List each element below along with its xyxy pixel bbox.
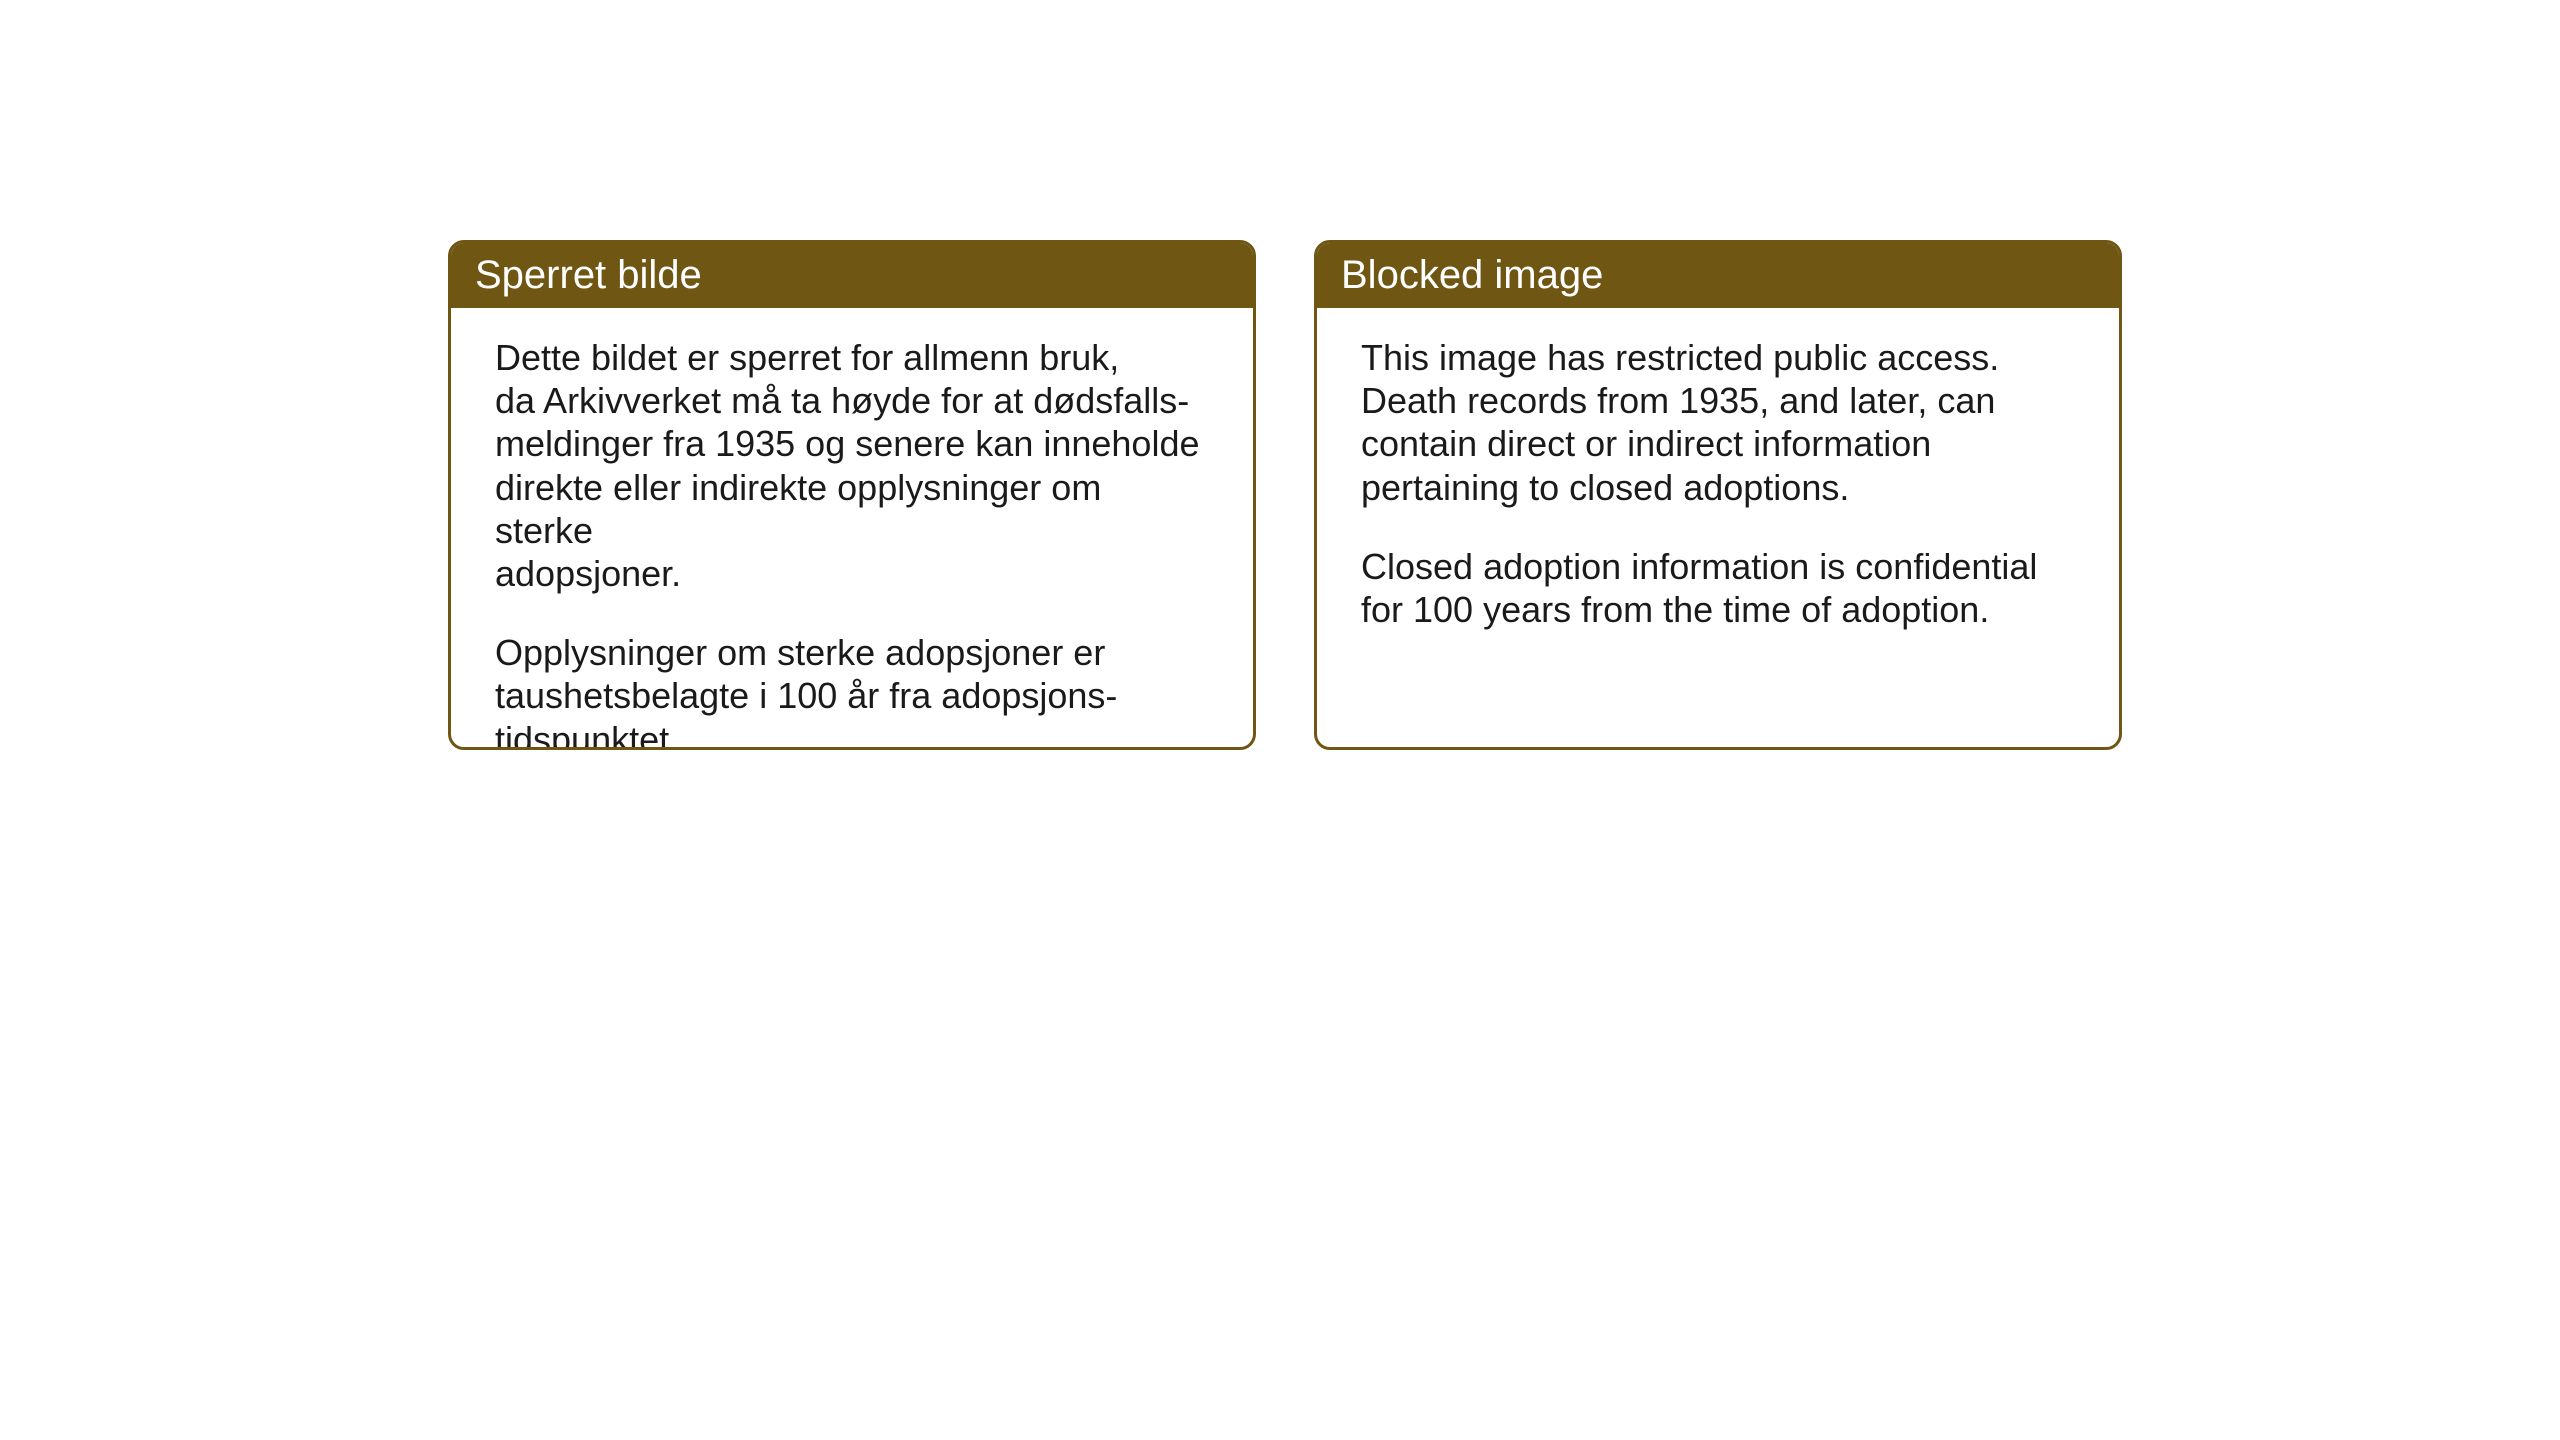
english-paragraph-1: This image has restricted public access.…: [1361, 336, 2075, 509]
norwegian-card-body: Dette bildet er sperret for allmenn bruk…: [451, 308, 1253, 750]
english-paragraph-2: Closed adoption information is confident…: [1361, 545, 2075, 631]
text-line: pertaining to closed adoptions.: [1361, 467, 1849, 508]
text-line: contain direct or indirect information: [1361, 423, 1931, 464]
text-line: adopsjoner.: [495, 553, 681, 594]
english-card-body: This image has restricted public access.…: [1317, 308, 2119, 659]
text-line: for 100 years from the time of adoption.: [1361, 589, 1989, 630]
text-line: tidspunktet.: [495, 719, 679, 751]
text-line: Dette bildet er sperret for allmenn bruk…: [495, 337, 1119, 378]
text-line: Death records from 1935, and later, can: [1361, 380, 1995, 421]
english-card: Blocked image This image has restricted …: [1314, 240, 2122, 750]
text-line: Opplysninger om sterke adopsjoner er: [495, 632, 1105, 673]
text-line: This image has restricted public access.: [1361, 337, 1999, 378]
text-line: da Arkivverket må ta høyde for at dødsfa…: [495, 380, 1189, 421]
text-line: direkte eller indirekte opplysninger om …: [495, 467, 1101, 551]
english-card-header: Blocked image: [1317, 243, 2119, 308]
norwegian-card-header: Sperret bilde: [451, 243, 1253, 308]
english-card-title: Blocked image: [1341, 253, 1603, 297]
text-line: Closed adoption information is confident…: [1361, 546, 2037, 587]
norwegian-paragraph-1: Dette bildet er sperret for allmenn bruk…: [495, 336, 1209, 595]
text-line: taushetsbelagte i 100 år fra adopsjons-: [495, 675, 1117, 716]
norwegian-card: Sperret bilde Dette bildet er sperret fo…: [448, 240, 1256, 750]
norwegian-card-title: Sperret bilde: [475, 253, 702, 297]
norwegian-paragraph-2: Opplysninger om sterke adopsjoner er tau…: [495, 631, 1209, 750]
cards-container: Sperret bilde Dette bildet er sperret fo…: [448, 240, 2122, 750]
text-line: meldinger fra 1935 og senere kan innehol…: [495, 423, 1200, 464]
